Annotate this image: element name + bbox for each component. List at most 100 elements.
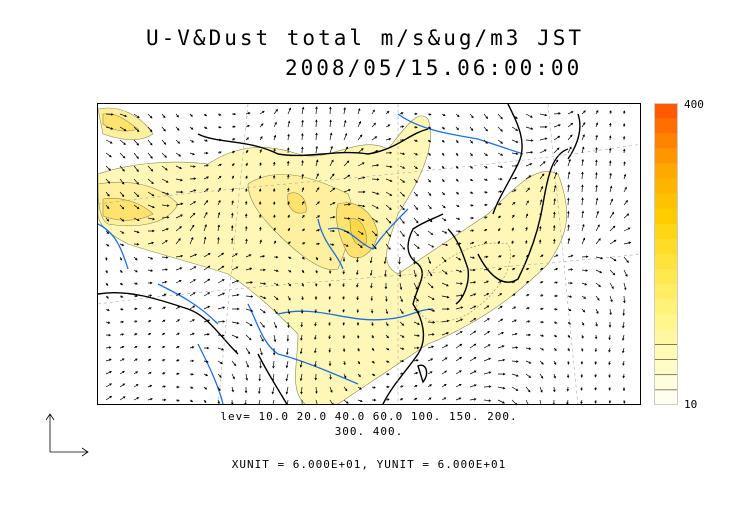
wind-vector bbox=[539, 254, 544, 258]
wind-vector bbox=[343, 203, 351, 206]
wind-vector bbox=[567, 158, 571, 167]
wind-vector bbox=[581, 237, 586, 245]
wind-vector bbox=[217, 360, 223, 365]
wind-vector bbox=[441, 256, 447, 263]
wind-vector bbox=[525, 267, 530, 271]
wind-vector bbox=[483, 268, 489, 271]
wind-vector bbox=[300, 334, 303, 341]
wind-vector bbox=[217, 279, 225, 284]
wind-vector bbox=[525, 373, 532, 378]
wind-vector bbox=[301, 187, 305, 193]
wind-vector bbox=[259, 321, 265, 328]
wind-vector bbox=[203, 188, 209, 193]
wind-vector bbox=[399, 385, 404, 388]
wind-vector bbox=[553, 321, 558, 324]
wind-vector bbox=[441, 269, 448, 275]
wind-vector bbox=[273, 282, 279, 286]
wind-vector bbox=[231, 293, 240, 297]
wind-vector bbox=[539, 212, 542, 219]
wind-vector bbox=[623, 256, 629, 263]
wind-vector bbox=[119, 126, 127, 131]
wind-vector bbox=[189, 236, 194, 245]
wind-vector bbox=[286, 160, 290, 167]
wind-vector bbox=[231, 347, 238, 353]
wind-vector bbox=[525, 113, 533, 118]
wind-vector bbox=[455, 282, 463, 285]
wind-vector bbox=[259, 136, 263, 141]
wind-vector bbox=[357, 148, 364, 154]
wind-vector bbox=[385, 165, 393, 169]
wind-vector bbox=[329, 373, 332, 380]
wind-vector bbox=[581, 223, 585, 232]
wind-vector bbox=[497, 268, 502, 271]
wind-vector bbox=[356, 269, 359, 276]
wind-vector bbox=[469, 204, 474, 207]
wind-vector bbox=[608, 147, 612, 154]
wind-vector bbox=[203, 200, 209, 206]
wind-vector bbox=[371, 321, 374, 327]
wind-vector bbox=[119, 191, 125, 198]
wind-vector bbox=[175, 385, 180, 389]
wind-vector bbox=[189, 332, 195, 336]
wind-vector bbox=[315, 132, 318, 141]
wind-vector bbox=[413, 385, 418, 388]
wind-vector bbox=[552, 399, 556, 404]
wind-vector bbox=[622, 321, 625, 329]
wind-vector bbox=[105, 126, 114, 130]
wind-vector bbox=[161, 398, 167, 402]
wind-vector bbox=[259, 268, 266, 272]
wind-vector bbox=[105, 217, 110, 222]
wind-vector bbox=[217, 138, 222, 142]
wind-vector bbox=[455, 256, 462, 261]
wind-vector bbox=[441, 178, 445, 183]
wind-vector bbox=[455, 356, 462, 362]
wind-vector bbox=[469, 398, 477, 401]
wind-vector bbox=[328, 282, 332, 287]
colorbar-segment bbox=[654, 208, 678, 225]
wind-vector bbox=[441, 344, 449, 349]
colorbar-segment bbox=[654, 269, 678, 285]
wind-vector bbox=[329, 159, 334, 167]
wind-vector bbox=[511, 267, 516, 271]
wind-vector bbox=[244, 386, 248, 394]
wind-vector bbox=[413, 139, 418, 142]
wind-vector bbox=[525, 333, 532, 337]
wind-vector bbox=[455, 242, 462, 245]
wind-vector bbox=[609, 269, 616, 276]
wind-vector bbox=[483, 255, 489, 259]
wind-vector bbox=[119, 345, 125, 349]
wind-vector bbox=[244, 213, 248, 219]
wind-vector bbox=[119, 243, 125, 247]
wind-vector bbox=[595, 308, 599, 314]
wind-vector bbox=[371, 360, 375, 364]
wind-vector bbox=[413, 372, 419, 375]
wind-vector bbox=[245, 124, 250, 128]
wind-vector bbox=[595, 171, 598, 180]
wind-vector bbox=[133, 269, 138, 273]
wind-vector bbox=[105, 139, 113, 144]
wind-vector bbox=[217, 334, 225, 337]
wind-vector bbox=[609, 160, 612, 167]
wind-vector bbox=[609, 172, 612, 180]
wind-vector bbox=[553, 386, 556, 393]
wind-vector bbox=[133, 217, 140, 222]
wind-vector bbox=[203, 253, 211, 258]
wind-vector bbox=[105, 358, 112, 362]
wind-vector bbox=[147, 204, 155, 209]
wind-vector bbox=[272, 174, 276, 180]
wind-vector bbox=[497, 203, 502, 206]
wind-vector bbox=[441, 319, 450, 323]
wind-vector bbox=[161, 228, 169, 232]
wind-vector bbox=[427, 113, 432, 116]
wind-vector bbox=[441, 230, 448, 234]
wind-vector bbox=[343, 386, 348, 392]
wind-vector bbox=[622, 360, 625, 366]
wind-vector bbox=[315, 106, 318, 115]
wind-vector bbox=[189, 266, 197, 271]
wind-vector bbox=[273, 214, 276, 219]
wind-vector bbox=[566, 399, 569, 404]
wind-vector bbox=[608, 399, 612, 404]
wind-vector bbox=[525, 281, 530, 284]
wind-vector bbox=[595, 238, 601, 245]
wind-vector bbox=[217, 386, 221, 392]
